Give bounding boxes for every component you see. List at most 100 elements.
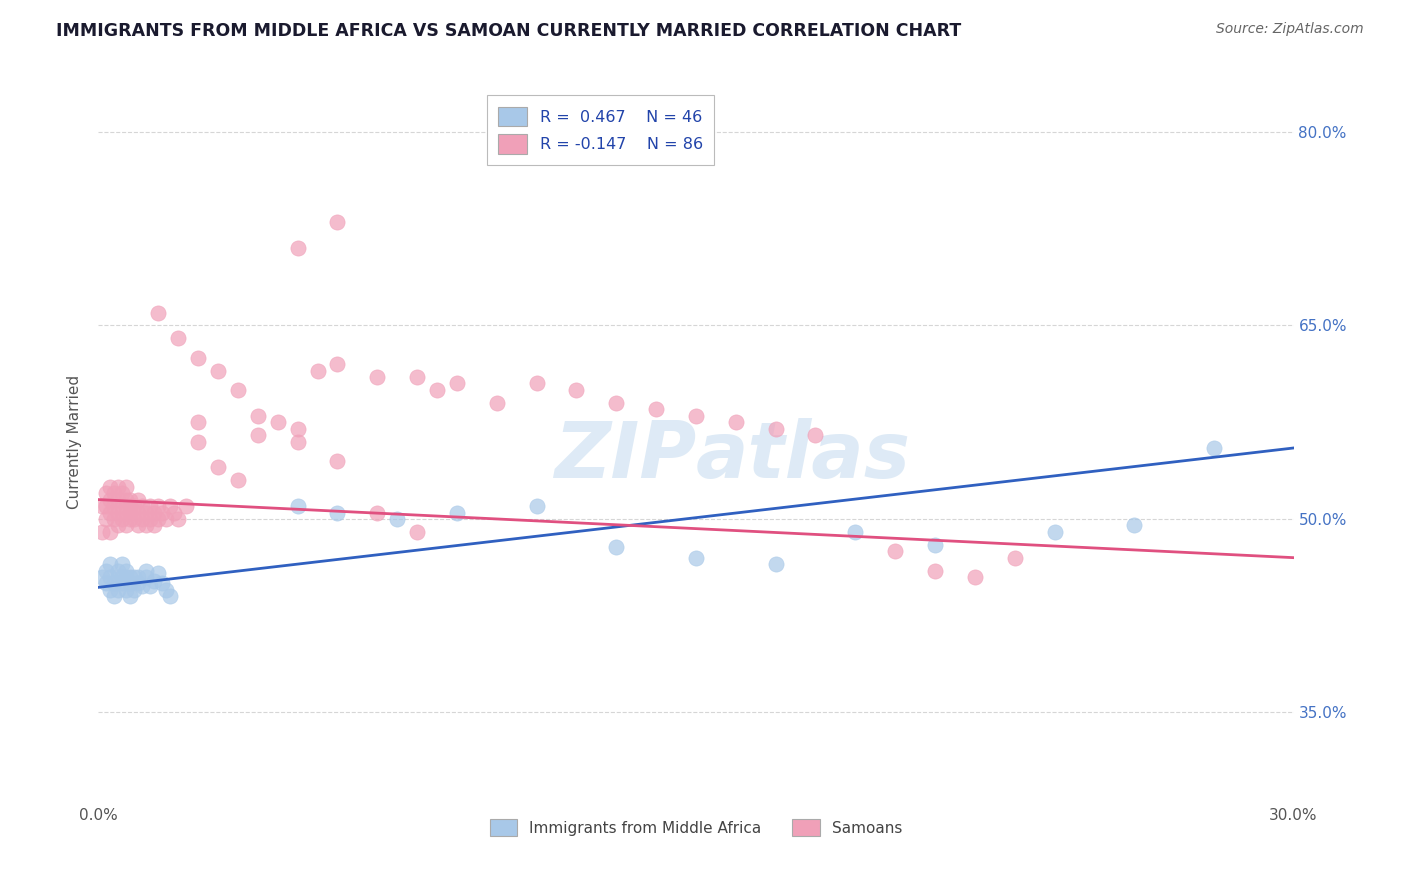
Point [107,492,129,507]
Point [131,512,153,526]
Point [115,492,138,507]
Point [1004,550,1026,565]
Point [307,363,329,377]
Point [124,499,146,513]
Text: Source: ZipAtlas.com: Source: ZipAtlas.com [1216,22,1364,37]
Point [115,518,138,533]
Point [148,499,170,513]
Point [120,590,142,604]
Point [91,499,114,513]
Point [103,499,125,513]
Point [143,506,166,520]
Point [103,512,125,526]
Point [526,376,548,391]
Point [924,538,946,552]
Point [605,396,627,410]
Point [287,422,309,436]
Point [139,512,162,526]
Point [485,396,508,410]
Point [148,305,170,319]
Point [167,512,190,526]
Point [804,428,827,442]
Point [98,492,122,507]
Point [98,557,122,571]
Point [107,570,129,584]
Point [98,524,122,539]
Point [127,576,149,591]
Point [96,512,118,526]
Point [844,524,866,539]
Point [645,402,668,417]
Point [326,454,349,468]
Point [115,564,138,578]
Point [246,428,269,442]
Point [1123,518,1146,533]
Legend: Immigrants from Middle Africa, Samoans: Immigrants from Middle Africa, Samoans [484,814,908,842]
Point [155,512,177,526]
Point [287,499,309,513]
Point [111,570,134,584]
Point [120,492,142,507]
Point [98,480,122,494]
Point [98,570,122,584]
Point [765,422,787,436]
Point [187,434,209,449]
Point [148,566,170,581]
Point [96,576,118,591]
Point [111,512,134,526]
Point [326,357,349,371]
Point [107,480,129,494]
Point [127,492,149,507]
Point [120,576,142,591]
Point [150,506,173,520]
Point [127,570,149,584]
Point [139,499,162,513]
Point [135,564,157,578]
Point [207,363,229,377]
Point [107,582,129,597]
Point [98,582,122,597]
Point [366,506,388,520]
Point [287,241,309,255]
Point [155,582,177,597]
Point [124,570,146,584]
Point [724,415,747,429]
Point [96,564,118,578]
Point [406,524,429,539]
Point [91,570,114,584]
Y-axis label: Currently Married: Currently Married [67,375,83,508]
Point [765,557,787,571]
Text: ZIP: ZIP [554,418,696,494]
Point [446,376,468,391]
Point [103,486,125,500]
Point [1043,524,1066,539]
Point [135,506,157,520]
Point [226,383,249,397]
Point [267,415,290,429]
Point [287,434,309,449]
Point [115,582,138,597]
Point [148,512,170,526]
Point [159,590,181,604]
Point [143,518,166,533]
Point [96,499,118,513]
Point [246,409,269,423]
Point [120,570,142,584]
Point [685,550,707,565]
Point [111,557,134,571]
Point [163,506,186,520]
Point [159,499,181,513]
Point [1202,441,1225,455]
Point [127,506,149,520]
Point [120,512,142,526]
Point [924,564,946,578]
Point [605,541,627,555]
Point [127,518,149,533]
Point [385,512,409,526]
Point [131,579,153,593]
Point [103,576,125,591]
Point [884,544,907,558]
Point [107,506,129,520]
Point [135,570,157,584]
Point [207,460,229,475]
